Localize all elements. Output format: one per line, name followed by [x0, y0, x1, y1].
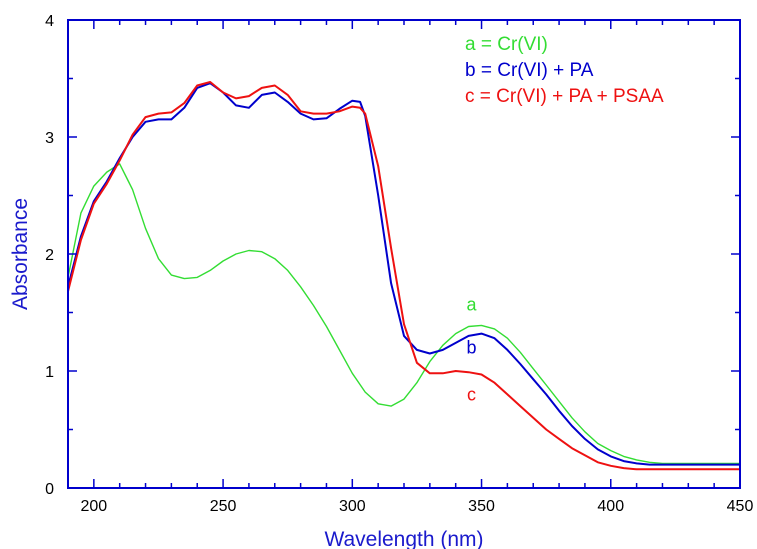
- series-line-b: [67, 82, 740, 466]
- x-tick-label: 200: [80, 498, 107, 515]
- axis-ticks: 200 250 300 350 400 450 0 1 2 3 4: [45, 13, 753, 515]
- curve-labels: a b c: [467, 294, 478, 404]
- x-tick-label: 450: [727, 498, 754, 515]
- legend: a = Cr(VI) b = Cr(VI) + PA c = Cr(VI) + PA…: [465, 34, 664, 107]
- curve-label-a: a: [467, 294, 478, 314]
- curve-label-b: b: [467, 338, 477, 358]
- curve-label-c: c: [467, 384, 476, 404]
- x-tick-label: 400: [597, 498, 624, 515]
- series-curves: [67, 81, 740, 471]
- x-tick-label: 250: [210, 498, 237, 515]
- x-tick-label: 300: [339, 498, 366, 515]
- legend-entry: b = Cr(VI) + PA: [465, 60, 594, 81]
- series-line-a: [67, 163, 740, 465]
- legend-entry: a = Cr(VI): [465, 34, 548, 55]
- y-axis-title: Absorbance: [9, 198, 32, 310]
- x-tick-label: 350: [468, 498, 495, 515]
- y-tick-label: 1: [45, 364, 54, 381]
- y-tick-label: 0: [45, 481, 54, 498]
- y-tick-label: 4: [45, 13, 54, 30]
- series-line-c: [67, 81, 740, 471]
- legend-entry: c = Cr(VI) + PA + PSAA: [465, 86, 664, 107]
- y-tick-label: 2: [45, 247, 54, 264]
- y-tick-label: 3: [45, 130, 54, 147]
- x-axis-title: Wavelength (nm): [324, 528, 483, 549]
